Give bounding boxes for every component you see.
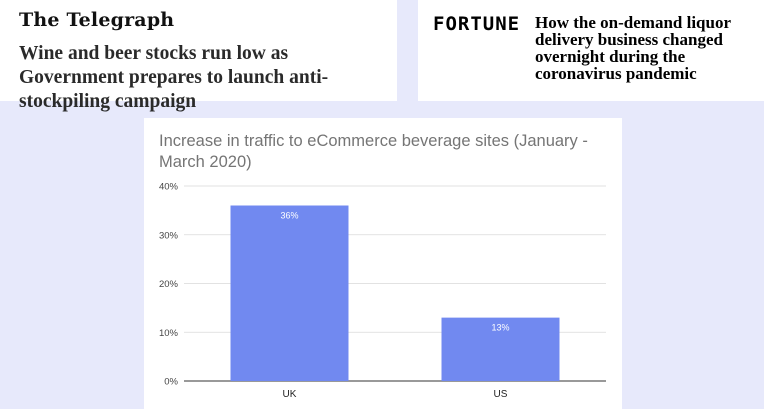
telegraph-article-card[interactable]: The Telegraph Wine and beer stocks run l… <box>0 0 397 112</box>
x-tick-label: UK <box>283 389 297 400</box>
data-label: 36% <box>280 211 298 221</box>
chart-title: Increase in traffic to eCommerce beverag… <box>159 132 588 171</box>
fortune-headline[interactable]: How the on-demand liquor delivery busine… <box>535 13 731 83</box>
x-tick-label: US <box>494 389 508 400</box>
y-tick-label: 0% <box>164 377 178 388</box>
y-tick-label: 30% <box>159 230 179 241</box>
bar-chart: 0% 10% 20% 30% 40% 36% UK 13% US <box>159 182 606 400</box>
bar-uk <box>230 205 349 381</box>
telegraph-headline[interactable]: Wine and beer stocks run low as Governme… <box>19 43 329 112</box>
y-tick-label: 10% <box>159 328 179 339</box>
chart-card: Increase in traffic to eCommerce beverag… <box>144 118 622 409</box>
bar-us <box>441 317 560 381</box>
y-tick-label: 40% <box>159 182 179 193</box>
fortune-article-card[interactable]: FORTUNE How the on-demand liquor deliver… <box>418 0 764 101</box>
data-label: 13% <box>491 323 509 333</box>
fortune-logo: FORTUNE <box>433 13 521 35</box>
y-tick-label: 20% <box>159 279 179 290</box>
telegraph-logo: The Telegraph <box>19 9 175 31</box>
